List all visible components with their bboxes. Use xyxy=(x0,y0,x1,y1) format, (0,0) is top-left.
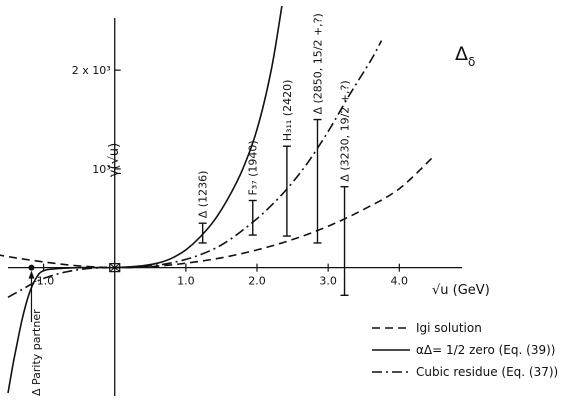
legend: Igi solution αΔ= 1/2 zero (Eq. (39)) Cubic… xyxy=(372,321,558,379)
series-solid-curve xyxy=(7,5,283,394)
legend-label: Cubic residue (Eq. (37)) xyxy=(416,365,558,379)
y-axis-label: γ(√u) xyxy=(107,143,122,177)
legend-label: Igi solution xyxy=(416,321,482,335)
resonance-label: H₃₁₁ (2420) xyxy=(281,80,294,142)
parity-partner-point xyxy=(28,264,35,271)
resonance-error-bars: Δ (1236) F₃₇ (1940) H₃₁₁ (2420) Δ (2850, 15… xyxy=(197,13,352,296)
parity-partner-arrowhead xyxy=(28,270,35,279)
axis-ticks: -1.0 1.0 2.0 3.0 4.0 10³ 2 x 10³ xyxy=(33,64,408,287)
series-dash-dot-curve xyxy=(7,40,383,298)
x-tick-label: -1.0 xyxy=(33,275,54,288)
x-tick-label: 4.0 xyxy=(391,275,409,288)
series-dashed-curve xyxy=(0,154,436,269)
y-tick-label: 2 x 10³ xyxy=(72,64,111,77)
resonance-label: Δ (2850, 15/2 +,?) xyxy=(311,13,324,114)
x-tick-label: 3.0 xyxy=(319,275,337,288)
curves xyxy=(0,5,436,394)
x-tick-label: 1.0 xyxy=(177,275,195,288)
x-tick-label: 2.0 xyxy=(248,275,266,288)
panel-label-symbol: Δ xyxy=(455,43,468,65)
x-axis-label: √u (GeV) xyxy=(432,283,490,298)
resonance-label: F₃₇ (1940) xyxy=(247,140,260,195)
parity-partner-label: Δ Parity partner xyxy=(30,309,43,396)
resonance-label: Δ (3230, 19/2 +,?) xyxy=(339,80,352,181)
legend-label: αΔ= 1/2 zero (Eq. (39)) xyxy=(416,343,555,357)
panel-label: Δδ xyxy=(455,43,475,69)
y-tick-label: 10³ xyxy=(92,163,110,176)
panel-label-subscript: δ xyxy=(468,55,475,69)
resonance-label: Δ (1236) xyxy=(197,171,210,219)
